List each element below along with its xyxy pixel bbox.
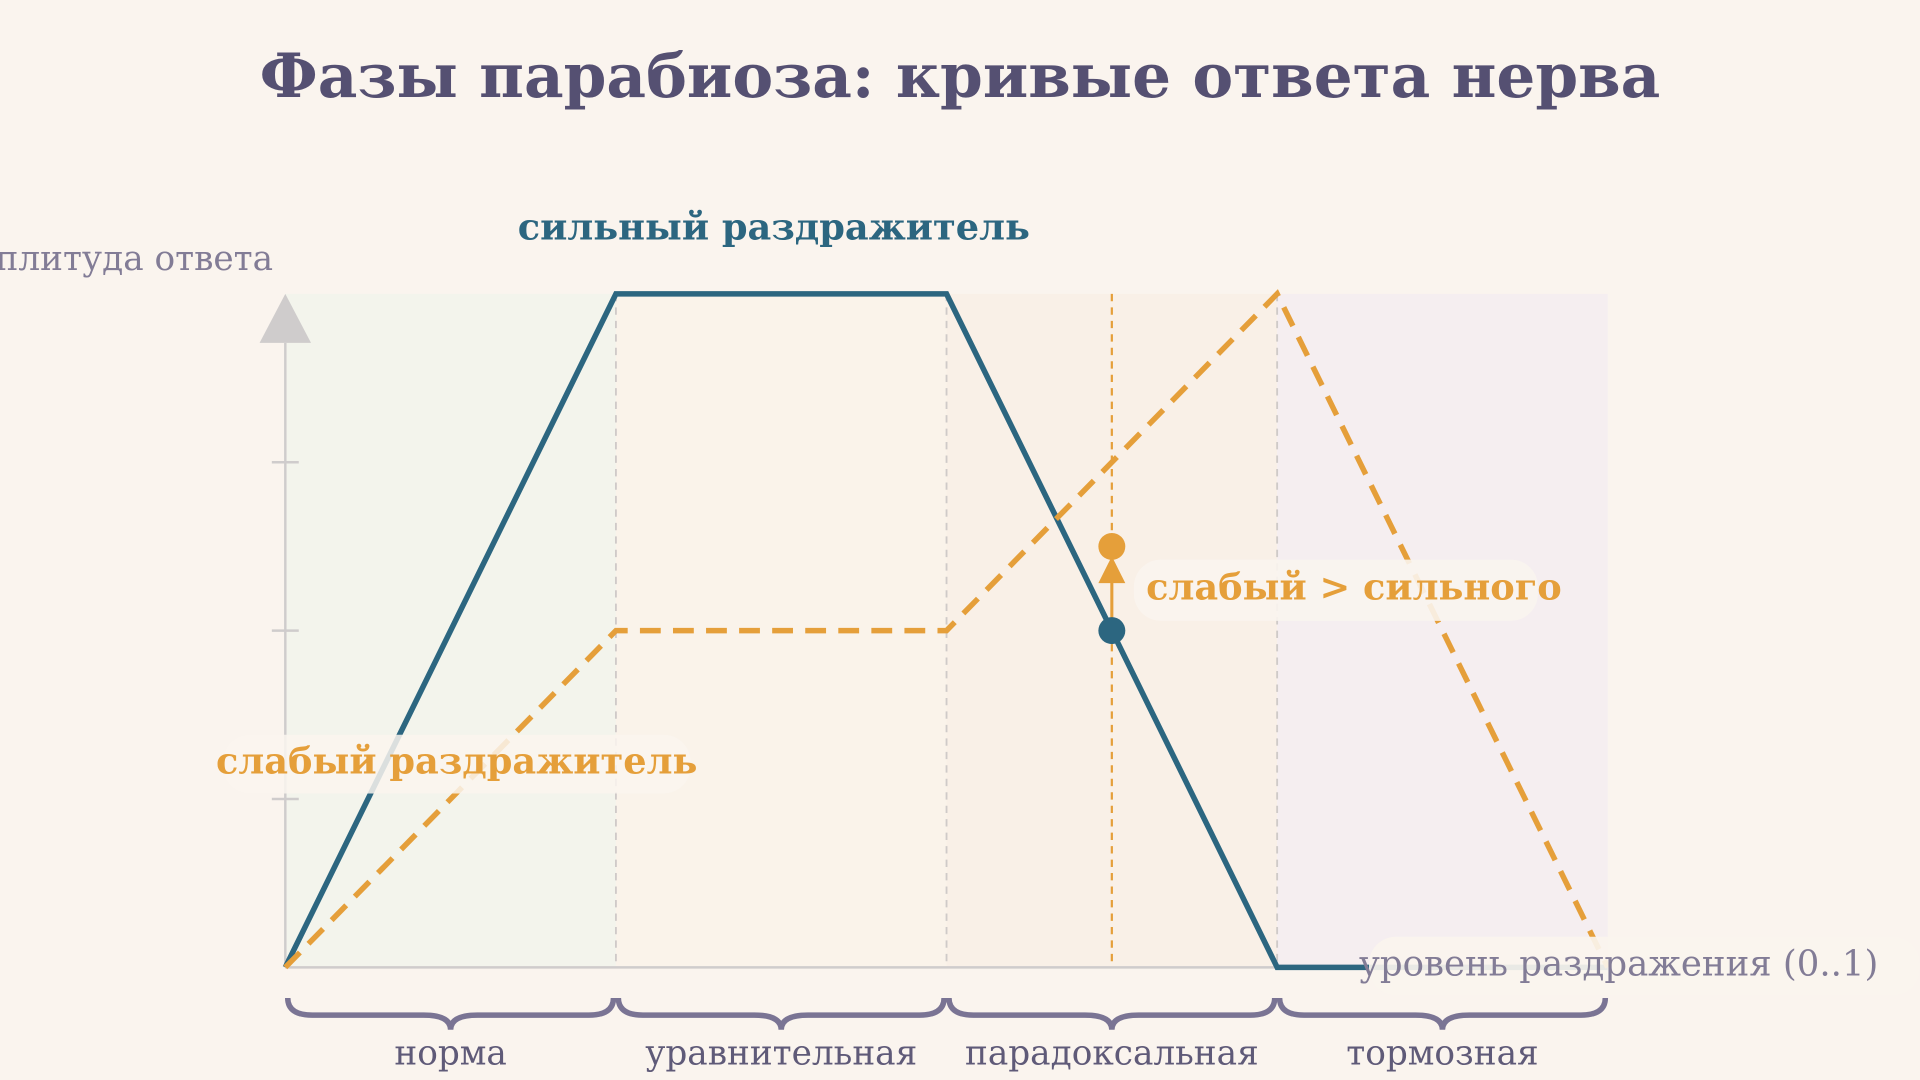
x-axis-label: уровень раздражения (0..1) <box>1359 944 1878 985</box>
phase-brace <box>946 997 1278 1031</box>
chart-title: Фазы парабиоза: кривые ответа нерва <box>260 41 1661 112</box>
phase-label: парадоксальная <box>965 1034 1259 1074</box>
series-label: сильный раздражитель <box>518 206 1030 249</box>
phase-brace <box>285 997 617 1031</box>
annotation-point <box>1098 532 1126 560</box>
annotation-label: слабый > сильного <box>1146 566 1562 609</box>
annotation-background <box>1133 559 1538 621</box>
phase-label: тормозная <box>1346 1034 1538 1074</box>
y-axis-arrow <box>259 293 312 343</box>
phase-brace <box>1276 997 1609 1031</box>
phase-brace <box>615 997 947 1031</box>
phase-label: норма <box>394 1034 506 1074</box>
annotation-arrowhead <box>1098 556 1126 584</box>
phase-label: уравнительная <box>645 1034 917 1074</box>
phase-background <box>1277 293 1608 968</box>
y-axis-label: амплитуда ответа <box>0 239 273 279</box>
series-label: слабый раздражитель <box>216 740 697 783</box>
label-background <box>222 734 691 794</box>
x-label-background <box>1368 936 1920 996</box>
annotation-point <box>1098 617 1126 645</box>
